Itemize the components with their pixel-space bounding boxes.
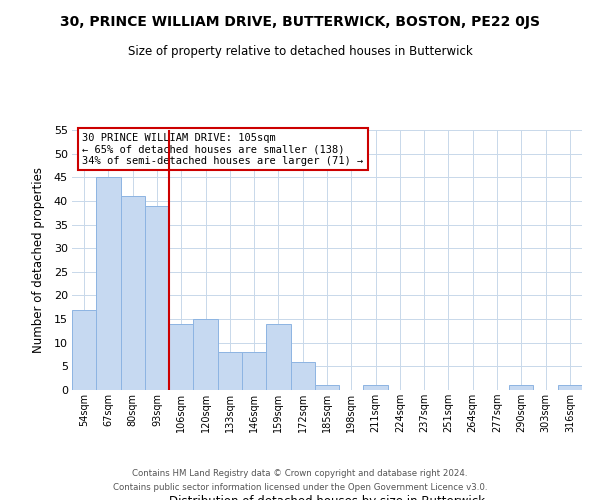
Bar: [290, 362, 315, 390]
Bar: [193, 319, 218, 390]
Text: Contains public sector information licensed under the Open Government Licence v3: Contains public sector information licen…: [113, 484, 487, 492]
X-axis label: Distribution of detached houses by size in Butterwick: Distribution of detached houses by size …: [169, 495, 485, 500]
Bar: [169, 324, 193, 390]
Text: Size of property relative to detached houses in Butterwick: Size of property relative to detached ho…: [128, 45, 472, 58]
Y-axis label: Number of detached properties: Number of detached properties: [32, 167, 46, 353]
Bar: [218, 352, 242, 390]
Bar: [145, 206, 169, 390]
Bar: [72, 310, 96, 390]
Bar: [558, 386, 582, 390]
Bar: [242, 352, 266, 390]
Bar: [509, 386, 533, 390]
Bar: [364, 386, 388, 390]
Text: Contains HM Land Registry data © Crown copyright and database right 2024.: Contains HM Land Registry data © Crown c…: [132, 468, 468, 477]
Text: 30 PRINCE WILLIAM DRIVE: 105sqm
← 65% of detached houses are smaller (138)
34% o: 30 PRINCE WILLIAM DRIVE: 105sqm ← 65% of…: [82, 132, 364, 166]
Bar: [121, 196, 145, 390]
Bar: [266, 324, 290, 390]
Text: 30, PRINCE WILLIAM DRIVE, BUTTERWICK, BOSTON, PE22 0JS: 30, PRINCE WILLIAM DRIVE, BUTTERWICK, BO…: [60, 15, 540, 29]
Bar: [315, 386, 339, 390]
Bar: [96, 178, 121, 390]
